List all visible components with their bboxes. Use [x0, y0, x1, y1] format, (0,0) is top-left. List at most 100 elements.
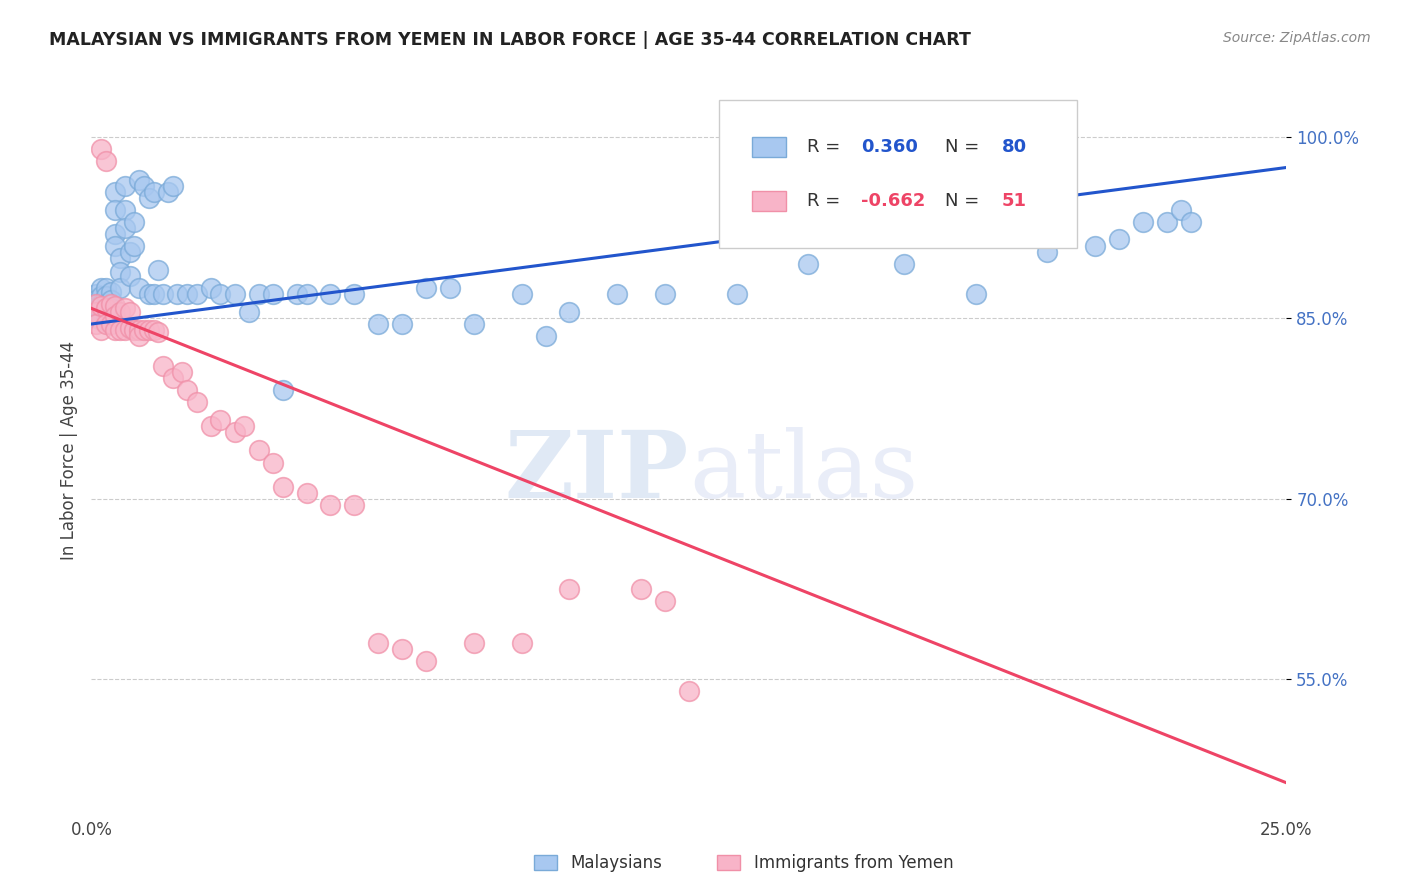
Point [224, 425, 246, 440]
Point [84, 317, 107, 331]
Point [138, 323, 160, 337]
Text: atlas: atlas [689, 427, 918, 517]
Text: 80: 80 [1002, 138, 1028, 156]
Point [118, 305, 141, 319]
Point [108, 281, 131, 295]
Point [138, 191, 160, 205]
Point [108, 265, 131, 279]
Point [247, 443, 270, 458]
Point [90, 323, 112, 337]
Point [510, 287, 533, 301]
Point [100, 296, 122, 310]
Point [1132, 214, 1154, 228]
Point [209, 413, 232, 427]
Point [654, 594, 676, 608]
Point [558, 305, 581, 319]
Point [118, 268, 141, 283]
Point [100, 301, 122, 316]
FancyBboxPatch shape [718, 100, 1077, 248]
Text: -0.662: -0.662 [860, 192, 925, 211]
Point [104, 323, 127, 337]
Point [439, 281, 461, 295]
Point [142, 323, 165, 337]
Point [415, 281, 437, 295]
Point [84, 293, 107, 307]
Point [176, 384, 198, 398]
Point [534, 329, 557, 343]
Point [104, 238, 127, 253]
Point [114, 178, 136, 193]
Text: MALAYSIAN VS IMMIGRANTS FROM YEMEN IN LABOR FORCE | AGE 35-44 CORRELATION CHART: MALAYSIAN VS IMMIGRANTS FROM YEMEN IN LA… [49, 31, 972, 49]
Text: 51: 51 [1002, 192, 1026, 211]
Point [90, 281, 112, 295]
Point [108, 323, 131, 337]
Point [138, 287, 160, 301]
Point [84, 299, 107, 313]
Point [90, 142, 112, 157]
Point [104, 185, 127, 199]
Point [630, 582, 652, 596]
Point [654, 287, 676, 301]
FancyBboxPatch shape [752, 191, 786, 211]
Point [209, 287, 232, 301]
Text: R =: R = [807, 192, 846, 211]
Point [118, 244, 141, 259]
Point [104, 299, 127, 313]
Point [118, 320, 141, 334]
Point [510, 636, 533, 650]
Point [128, 281, 150, 295]
Point [94, 305, 117, 319]
Point [128, 329, 150, 343]
Text: N =: N = [945, 138, 984, 156]
Point [186, 287, 208, 301]
Point [114, 220, 136, 235]
Point [247, 287, 270, 301]
Point [678, 684, 700, 698]
Text: 0.360: 0.360 [860, 138, 918, 156]
Point [1108, 231, 1130, 245]
Point [271, 384, 294, 398]
Point [94, 289, 117, 303]
Point [166, 287, 188, 301]
Point [94, 154, 117, 169]
Point [233, 419, 256, 434]
Point [84, 296, 107, 310]
Point [142, 185, 165, 199]
Point [319, 498, 342, 512]
Point [124, 214, 146, 228]
Point [156, 185, 179, 199]
Text: Source: ZipAtlas.com: Source: ZipAtlas.com [1223, 31, 1371, 45]
Point [162, 178, 184, 193]
Point [1170, 202, 1192, 217]
Point [90, 309, 112, 323]
Point [84, 287, 107, 301]
Point [797, 257, 820, 271]
Point [200, 419, 222, 434]
Point [415, 654, 437, 668]
Point [94, 281, 117, 295]
Point [343, 287, 366, 301]
Point [142, 287, 165, 301]
Point [94, 296, 117, 310]
Point [94, 317, 117, 331]
Point [1036, 244, 1059, 259]
Point [90, 289, 112, 303]
Point [463, 317, 485, 331]
Point [965, 287, 987, 301]
Point [114, 301, 136, 316]
Point [162, 371, 184, 385]
Text: Malaysians: Malaysians [571, 854, 662, 871]
Point [343, 498, 366, 512]
Point [172, 365, 194, 379]
Point [176, 287, 198, 301]
Point [463, 636, 485, 650]
Point [84, 305, 107, 319]
Point [224, 287, 246, 301]
Point [725, 287, 748, 301]
Point [90, 299, 112, 313]
Point [132, 178, 155, 193]
Point [295, 485, 318, 500]
Point [367, 636, 389, 650]
Point [148, 263, 170, 277]
Point [90, 303, 112, 318]
